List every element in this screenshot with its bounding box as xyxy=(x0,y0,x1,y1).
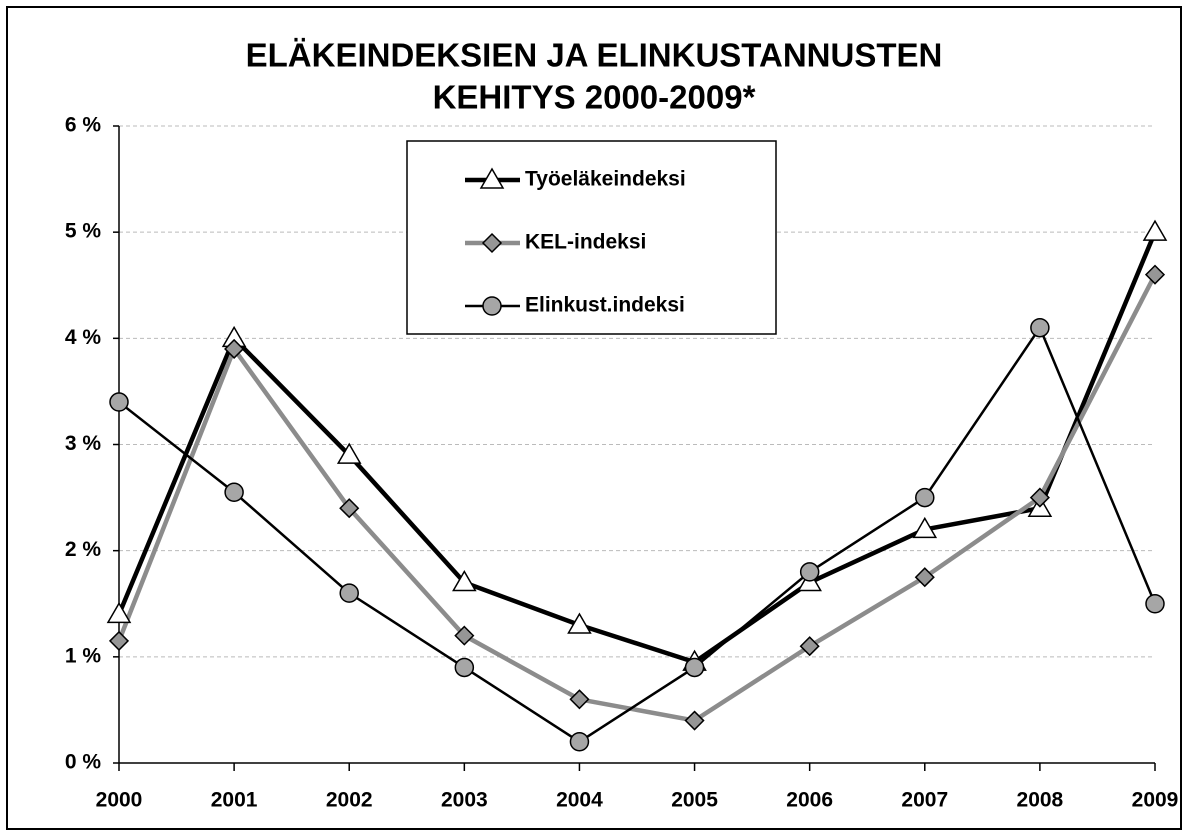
marker xyxy=(339,583,359,603)
x-tick-label: 2004 xyxy=(556,789,603,812)
y-tick-label: 3 % xyxy=(65,432,102,455)
legend-label: KEL-indeksi xyxy=(525,231,646,254)
marker xyxy=(1142,219,1168,241)
marker xyxy=(452,570,477,592)
marker xyxy=(799,636,820,657)
marker xyxy=(336,442,362,464)
marker xyxy=(569,732,590,752)
x-tick-label: 2003 xyxy=(441,789,488,812)
series-line xyxy=(116,273,1157,723)
marker xyxy=(1145,594,1165,614)
y-tick-label: 6 % xyxy=(65,114,102,137)
marker xyxy=(454,625,475,646)
y-tick-label: 2 % xyxy=(65,538,102,561)
legend-box xyxy=(406,140,777,335)
x-tick-label: 2002 xyxy=(326,789,373,812)
chart-subtitle: KEHITYS 2000-2009* xyxy=(433,79,756,116)
x-tick-label: 2008 xyxy=(1017,789,1064,812)
x-tick-label: 2000 xyxy=(96,789,143,812)
marker xyxy=(1030,317,1050,338)
legend-label: Työeläkeindeksi xyxy=(525,168,686,191)
marker xyxy=(224,338,245,360)
marker xyxy=(109,392,129,412)
x-tick-label: 2005 xyxy=(671,789,718,812)
marker xyxy=(914,567,935,588)
chart-frame xyxy=(6,6,1182,830)
marker xyxy=(481,232,503,254)
marker xyxy=(684,657,705,678)
marker xyxy=(1029,487,1050,508)
y-tick-label: 0 % xyxy=(65,751,102,774)
marker xyxy=(915,487,935,508)
x-tick-label: 2007 xyxy=(901,789,948,812)
marker xyxy=(684,710,705,731)
x-tick-label: 2009 xyxy=(1132,789,1179,812)
series-line xyxy=(118,326,1157,744)
marker xyxy=(339,498,360,519)
marker xyxy=(482,296,502,316)
y-tick-label: 4 % xyxy=(65,326,102,349)
marker xyxy=(479,167,505,189)
marker xyxy=(224,482,244,503)
legend-label: Elinkust.indeksi xyxy=(525,294,685,317)
y-tick-label: 1 % xyxy=(65,644,102,667)
series-line xyxy=(116,231,1158,665)
marker xyxy=(454,657,475,678)
marker xyxy=(912,516,938,539)
x-tick-label: 2006 xyxy=(786,789,833,812)
y-tick-label: 5 % xyxy=(65,220,102,243)
marker xyxy=(569,689,590,710)
marker xyxy=(1144,264,1166,285)
marker xyxy=(108,630,130,651)
chart-title: ELÄKEINDEKSIEN JA ELINKUSTANNUSTEN xyxy=(246,37,943,74)
marker xyxy=(567,612,592,634)
marker xyxy=(106,601,132,624)
x-tick-label: 2001 xyxy=(211,789,258,812)
marker xyxy=(799,562,820,582)
